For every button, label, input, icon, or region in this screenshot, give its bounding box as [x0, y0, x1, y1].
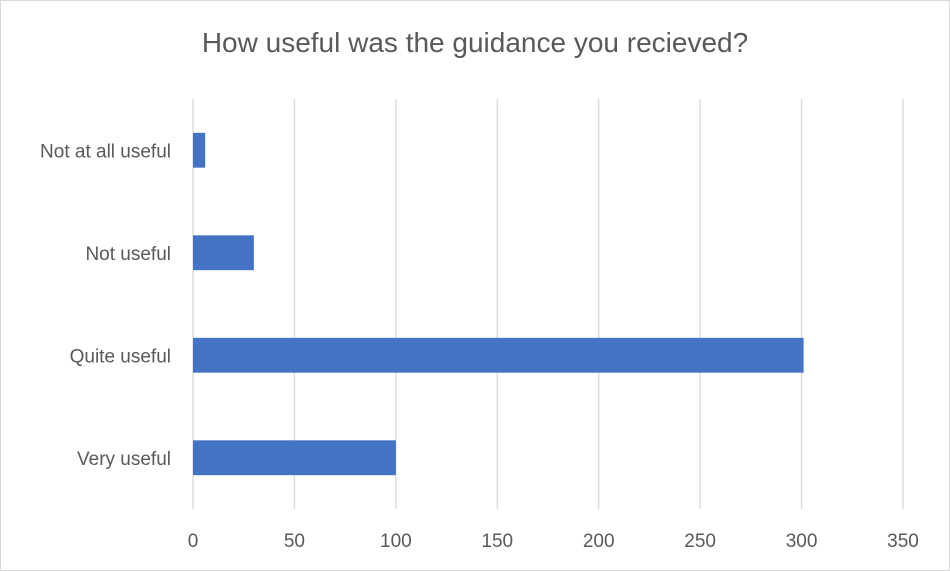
category-label: Not useful: [85, 244, 171, 265]
x-tick-label: 100: [380, 531, 412, 552]
x-tick-label: 0: [188, 531, 199, 552]
x-tick-label: 250: [684, 531, 716, 552]
x-tick-label: 50: [284, 531, 305, 552]
bar-very-useful: [193, 440, 396, 476]
bars: [193, 132, 804, 476]
x-tick-labels: 0 50 100 150 200 250 300 350: [188, 531, 919, 552]
category-label: Not at all useful: [40, 141, 171, 162]
chart-title: How useful was the guidance you recieved…: [201, 27, 749, 58]
x-tick-label: 300: [786, 531, 818, 552]
category-label: Very useful: [77, 449, 171, 470]
x-tick-label: 350: [887, 531, 919, 552]
bar-quite-useful: [193, 337, 804, 373]
bar-not-at-all-useful: [193, 132, 206, 168]
x-tick-label: 200: [583, 531, 615, 552]
category-labels: Very useful Quite useful Not useful Not at …: [40, 141, 171, 470]
category-label: Quite useful: [70, 346, 171, 367]
bar-not-useful: [193, 235, 254, 271]
x-tick-label: 150: [481, 531, 513, 552]
